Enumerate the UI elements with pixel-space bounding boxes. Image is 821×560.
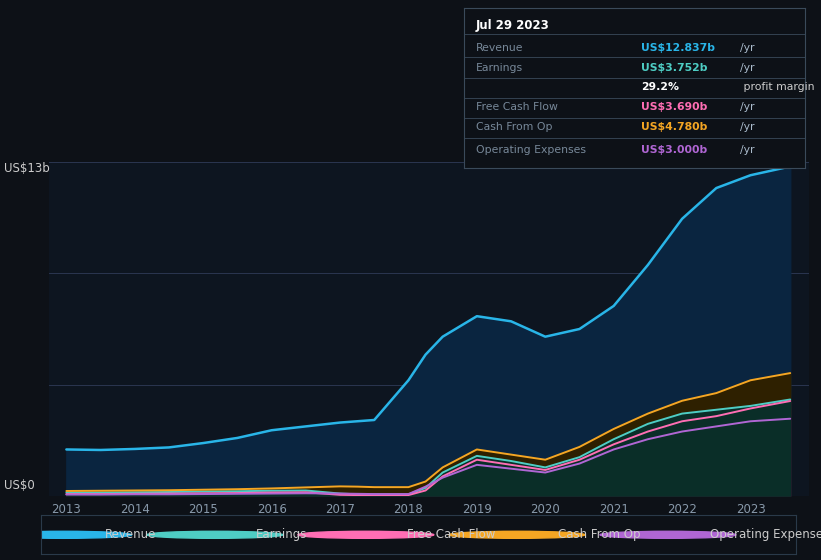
Circle shape bbox=[298, 531, 433, 538]
Text: Free Cash Flow: Free Cash Flow bbox=[476, 101, 557, 111]
Text: /yr: /yr bbox=[740, 101, 754, 111]
Text: US$13b: US$13b bbox=[4, 162, 50, 175]
Text: Cash From Op: Cash From Op bbox=[476, 122, 553, 132]
Text: US$4.780b: US$4.780b bbox=[641, 122, 708, 132]
Text: Revenue: Revenue bbox=[476, 43, 523, 53]
Text: /yr: /yr bbox=[740, 122, 754, 132]
Text: Earnings: Earnings bbox=[476, 63, 523, 73]
Text: Revenue: Revenue bbox=[105, 528, 157, 542]
Circle shape bbox=[449, 531, 585, 538]
Text: Earnings: Earnings bbox=[256, 528, 308, 542]
Text: Free Cash Flow: Free Cash Flow bbox=[407, 528, 496, 542]
Text: Operating Expenses: Operating Expenses bbox=[476, 144, 586, 155]
Text: US$0: US$0 bbox=[4, 479, 34, 492]
Text: Jul 29 2023: Jul 29 2023 bbox=[476, 18, 549, 32]
Text: /yr: /yr bbox=[740, 63, 754, 73]
Text: US$3.000b: US$3.000b bbox=[641, 144, 707, 155]
Text: Cash From Op: Cash From Op bbox=[558, 528, 641, 542]
Text: /yr: /yr bbox=[740, 43, 754, 53]
Text: US$3.690b: US$3.690b bbox=[641, 101, 708, 111]
Text: 29.2%: 29.2% bbox=[641, 82, 679, 92]
Text: profit margin: profit margin bbox=[740, 82, 814, 92]
Text: /yr: /yr bbox=[740, 144, 754, 155]
Text: US$3.752b: US$3.752b bbox=[641, 63, 708, 73]
Text: Operating Expenses: Operating Expenses bbox=[709, 528, 821, 542]
Circle shape bbox=[147, 531, 282, 538]
Text: US$12.837b: US$12.837b bbox=[641, 43, 715, 53]
Circle shape bbox=[0, 531, 131, 538]
Circle shape bbox=[600, 531, 736, 538]
